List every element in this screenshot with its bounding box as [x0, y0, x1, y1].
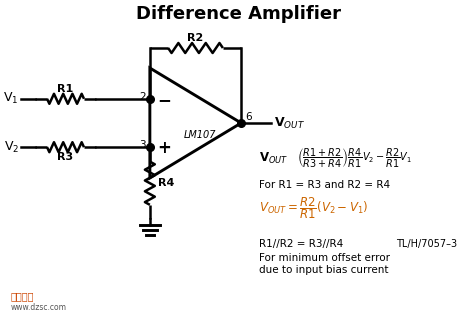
Text: $\left(\dfrac{R1+R2}{R3+R4}\right)\dfrac{R4}{R1}V_2 - \dfrac{R2}{R1}V_1$: $\left(\dfrac{R1+R2}{R3+R4}\right)\dfrac… [297, 146, 411, 169]
Text: $V_{OUT} = \dfrac{R2}{R1}(V_2 - V_1)$: $V_{OUT} = \dfrac{R2}{R1}(V_2 - V_1)$ [259, 195, 368, 221]
Text: LM107: LM107 [184, 130, 217, 140]
Text: V$_{OUT}$: V$_{OUT}$ [274, 115, 305, 130]
Text: R4: R4 [158, 178, 174, 188]
Text: due to input bias current: due to input bias current [259, 265, 389, 275]
Text: V$_{OUT}$: V$_{OUT}$ [259, 151, 288, 166]
Text: V$_2$: V$_2$ [4, 140, 19, 155]
Text: R1: R1 [57, 84, 73, 94]
Text: Difference Amplifier: Difference Amplifier [136, 5, 341, 23]
Text: −: − [157, 91, 171, 109]
Text: 2: 2 [139, 92, 146, 102]
Text: V$_1$: V$_1$ [3, 91, 19, 106]
Text: 维库一下: 维库一下 [11, 291, 35, 301]
Text: R3: R3 [57, 152, 73, 162]
Text: +: + [157, 139, 171, 157]
Text: R1//R2 = R3//R4: R1//R2 = R3//R4 [259, 239, 343, 249]
Text: R2: R2 [187, 33, 204, 43]
Text: For minimum offset error: For minimum offset error [259, 253, 390, 263]
Text: 3: 3 [139, 140, 146, 150]
Text: 6: 6 [245, 112, 252, 122]
Text: TL/H/7057–3: TL/H/7057–3 [396, 239, 457, 249]
Text: www.dzsc.com: www.dzsc.com [11, 303, 67, 313]
Text: For R1 = R3 and R2 = R4: For R1 = R3 and R2 = R4 [259, 180, 390, 190]
